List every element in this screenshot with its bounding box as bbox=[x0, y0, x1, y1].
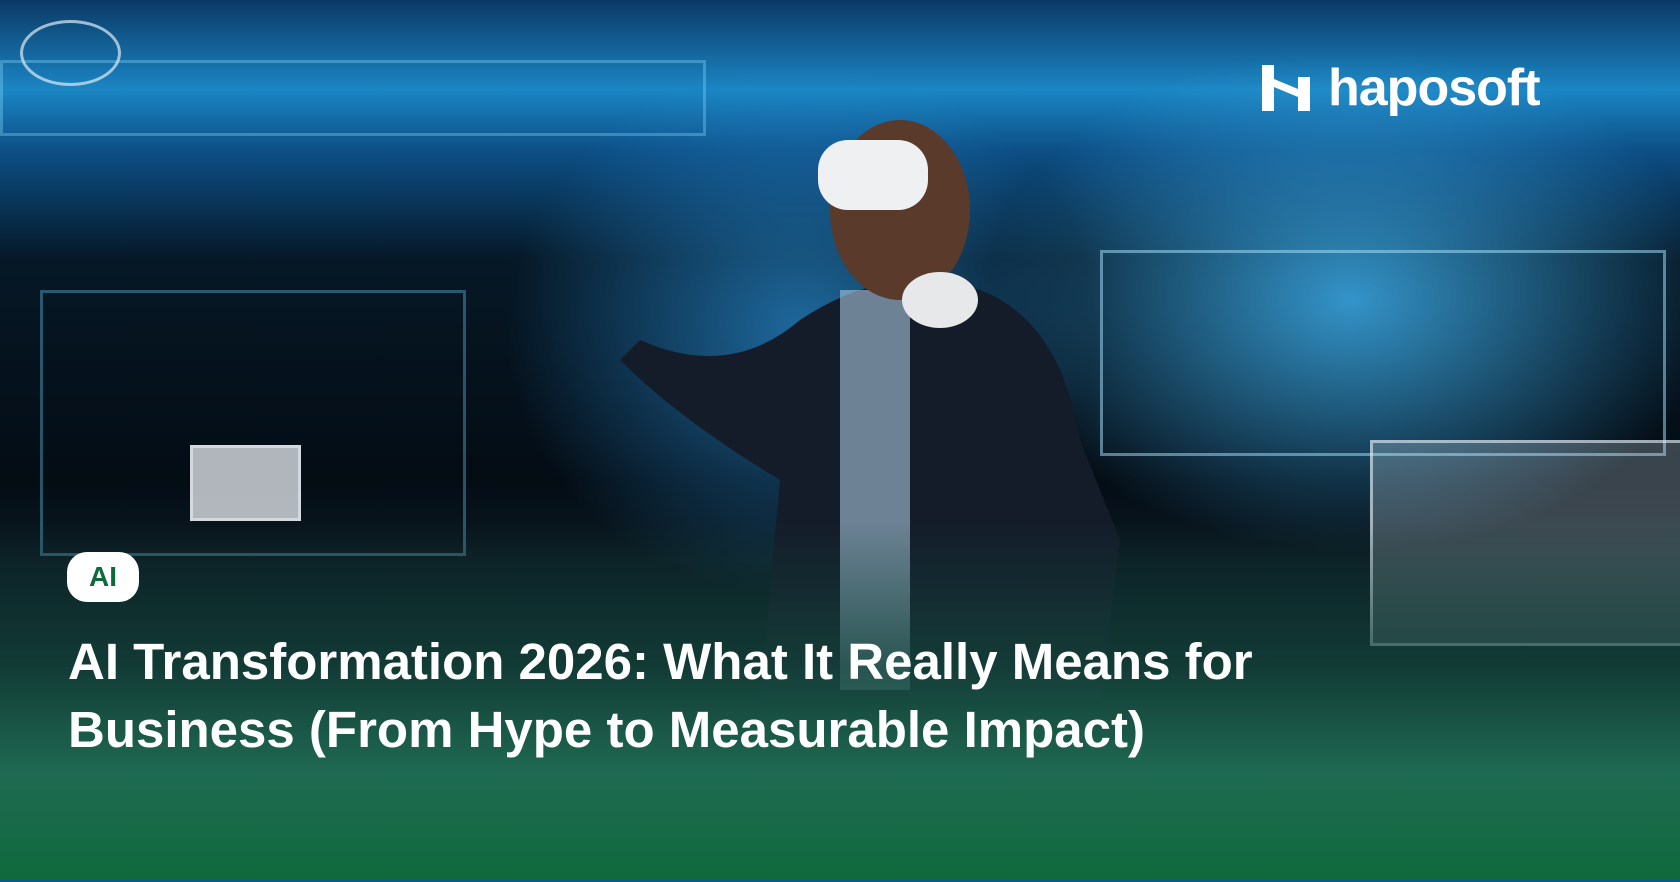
bottom-edge bbox=[0, 879, 1680, 882]
brand-name: haposoft bbox=[1328, 59, 1541, 117]
brand-logo: haposoft bbox=[1262, 59, 1541, 117]
holo-panel bbox=[0, 60, 706, 136]
folder-icon bbox=[190, 445, 301, 521]
category-badge: AI bbox=[67, 552, 139, 602]
bottom-green-gradient bbox=[0, 522, 1680, 882]
title-line-2: Business (From Hype to Measurable Impact… bbox=[68, 701, 1145, 758]
globe-icon bbox=[20, 20, 121, 86]
holo-panel bbox=[1100, 250, 1666, 456]
title-line-1: AI Transformation 2026: What It Really M… bbox=[68, 633, 1253, 690]
haposoft-logo-mark-icon bbox=[1262, 65, 1310, 111]
article-title: AI Transformation 2026: What It Really M… bbox=[68, 628, 1568, 764]
